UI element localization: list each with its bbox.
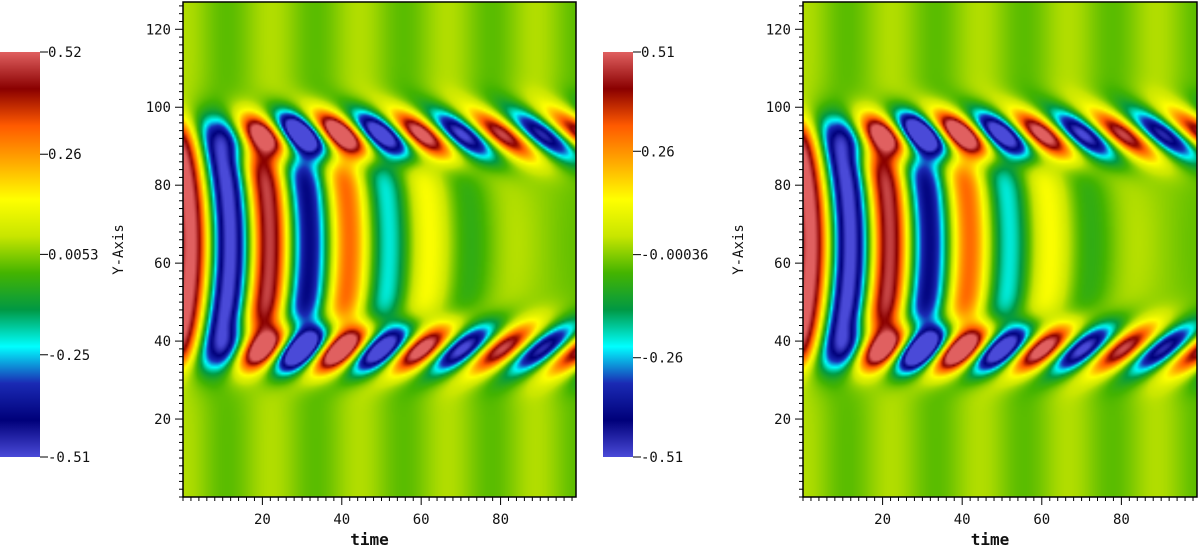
y-tick-label: 120: [766, 22, 791, 38]
y-axis-title: Y-Axis: [731, 224, 747, 275]
colorbar-2-tick-label: 0.26: [641, 144, 675, 160]
colorbar-1-tick-label: 0.52: [48, 45, 82, 61]
x-tick-label: 80: [492, 512, 509, 528]
colorbar-1-tick-label: 0.0053: [48, 247, 99, 263]
colorbar-1-gradient: [0, 52, 40, 457]
heatmap-1-frame: [182, 1, 577, 498]
x-tick-label: 60: [1033, 512, 1050, 528]
colorbar-2-tick-label: -0.26: [641, 351, 683, 367]
heatmap-2-image: [803, 2, 1197, 497]
y-tick-label: 80: [774, 178, 791, 194]
y-axis-title: Y-Axis: [111, 224, 127, 275]
heatmap-2-frame: [802, 1, 1198, 498]
y-tick-label: 60: [774, 256, 791, 272]
colorbar-2-tick-label: -0.00036: [641, 248, 708, 264]
x-tick-label: 80: [1113, 512, 1130, 528]
colorbar-2-gradient: [603, 52, 633, 457]
x-tick-label: 60: [413, 512, 430, 528]
y-tick-label: 40: [774, 334, 791, 350]
x-tick-label: 40: [333, 512, 350, 528]
x-axis-title: time: [971, 530, 1010, 549]
heatmap-1-image: [183, 2, 576, 497]
colorbar-2: 0.51 0.26 -0.00036 -0.26 -0.51: [603, 45, 708, 466]
y-tick-label: 40: [154, 334, 171, 350]
colorbar-1-tick-label: 0.26: [48, 147, 82, 163]
heatmap-plot-1: 20 40 60 80 20 40 60 80 100 120 time Y-A…: [111, 1, 577, 549]
colorbar-1: 0.52 0.26 0.0053 -0.25 -0.51: [0, 45, 99, 466]
y-tick-label: 20: [774, 412, 791, 428]
heatmap-plot-2: 20 40 60 80 20 40 60 80 100 120 time Y-A…: [731, 1, 1198, 549]
colorbar-2-tick-label: 0.51: [641, 45, 675, 61]
x-axis-title: time: [350, 530, 389, 549]
y-tick-label: 60: [154, 256, 171, 272]
y-tick-label: 100: [766, 100, 791, 116]
x-tick-label: 20: [874, 512, 891, 528]
y-tick-label: 80: [154, 178, 171, 194]
y-tick-label: 20: [154, 412, 171, 428]
y-tick-label: 120: [146, 22, 171, 38]
colorbar-1-tick-label: -0.25: [48, 348, 90, 364]
colorbar-1-tick-label: -0.51: [48, 450, 90, 466]
x-tick-label: 20: [254, 512, 271, 528]
colorbar-2-tick-label: -0.51: [641, 450, 683, 466]
x-tick-label: 40: [954, 512, 971, 528]
y-tick-label: 100: [146, 100, 171, 116]
